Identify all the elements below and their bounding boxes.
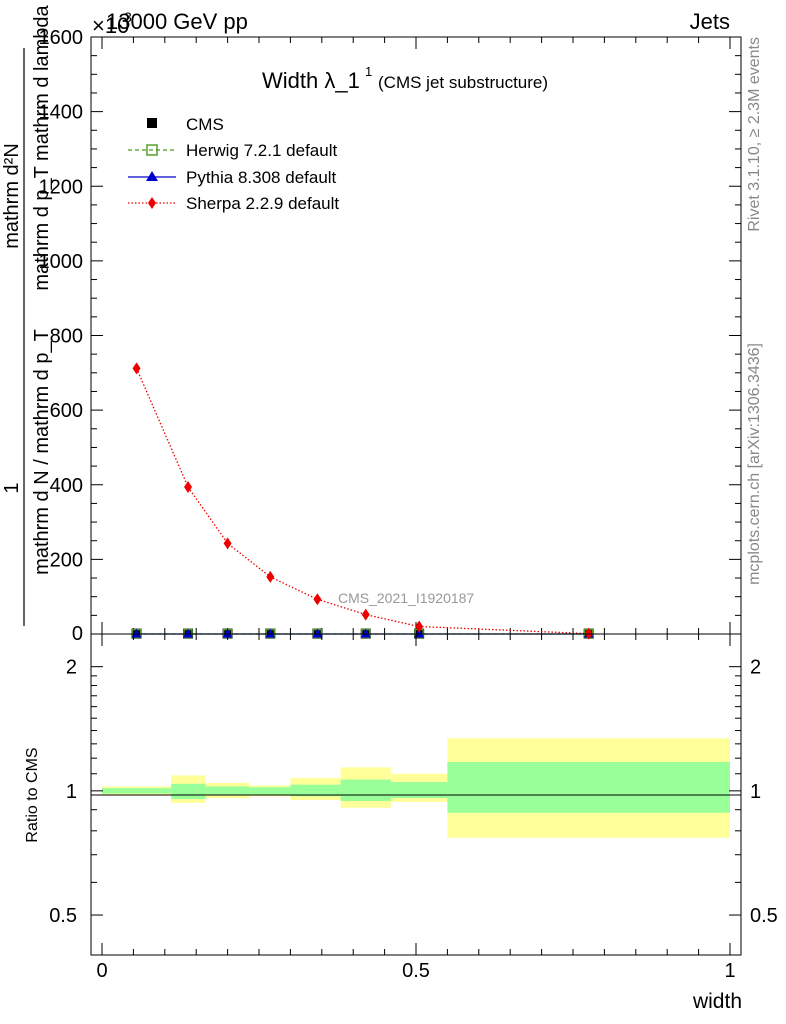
main-ylabel: mathrm d²N mathrm d p_T mathrm d lambda …: [1, 4, 53, 626]
ratio-y-tick-label: 1: [66, 781, 77, 803]
main-y-tick-label: 200: [50, 549, 83, 571]
plot-title-sup: 1: [365, 64, 372, 79]
multiplier-exponent: 3: [124, 9, 132, 25]
plot-title-sub: (CMS jet substructure): [378, 73, 548, 92]
ylabel-numerator-dpt: mathrm d p_T mathrm d lambda: [31, 4, 53, 290]
ylabel-numerator-d2n: mathrm d²N: [1, 143, 23, 249]
main-y-tick-label: 400: [50, 475, 83, 497]
ratio-y-tick-label-right: 0.5: [750, 905, 778, 927]
pythia-point: [265, 628, 276, 638]
ratio-y-tick-label-right: 2: [750, 657, 761, 679]
x-tick-label: 1: [724, 960, 735, 982]
main-y-tick-label: 1000: [39, 251, 84, 273]
ylabel-denominator: mathrm d N / mathrm d p_T: [31, 329, 53, 575]
legend-sherpa-label: Sherpa 2.2.9 default: [186, 194, 339, 213]
pythia-point: [312, 628, 323, 638]
main-y-tick-label: 600: [50, 400, 83, 422]
main-y-tick-label: 1400: [39, 102, 84, 124]
main-y-tick-label: 1200: [39, 176, 84, 198]
sherpa-point: [132, 362, 141, 375]
mcplots-label: mcplots.cern.ch [arXiv:1306.3436]: [746, 343, 763, 585]
pythia-point: [222, 628, 233, 638]
legend-herwig-marker: [146, 144, 158, 156]
multiplier-label: ×10: [92, 13, 129, 38]
ratio-inner-band: [102, 788, 172, 794]
legend-pythia-label: Pythia 8.308 default: [186, 168, 337, 187]
sherpa-point: [266, 570, 275, 583]
main-y-tick-label: 0: [72, 623, 83, 645]
pythia-point: [183, 628, 194, 638]
ratio-inner-band: [447, 761, 730, 813]
analysis-watermark: CMS_2021_I1920187: [338, 590, 474, 606]
x-axis-label: width: [692, 990, 742, 1013]
legend-herwig-label: Herwig 7.2.1 default: [186, 141, 337, 160]
plot-title: Width λ_1: [262, 68, 360, 93]
main-y-tick-label: 1600: [39, 27, 84, 49]
legend-cms-marker: [147, 118, 157, 128]
legend-pythia-marker: [146, 171, 158, 181]
ratio-y-tick-label: 2: [66, 657, 77, 679]
legend: CMS Herwig 7.2.1 default Pythia 8.308 de…: [128, 115, 339, 213]
energy-label: 13000 GeV pp: [106, 9, 248, 34]
ylabel-one: 1: [1, 482, 23, 493]
sherpa-point: [223, 537, 232, 550]
sherpa-point: [361, 608, 370, 621]
ratio-y-tick-label-right: 1: [750, 781, 761, 803]
sherpa-point: [415, 620, 424, 633]
pythia-point: [414, 628, 425, 638]
pythia-point: [131, 628, 142, 638]
main-axes: 0 200 400 600 800 1000 1200 1400 1600: [39, 27, 741, 645]
ratio-ylabel: Ratio to CMS: [24, 747, 41, 842]
x-tick-label: 0.5: [402, 960, 430, 982]
legend-cms-label: CMS: [186, 115, 224, 134]
ratio-axes: 0.5 0.5 1 1 2 2 0 0.5 1: [49, 634, 778, 982]
main-y-tick-label: 800: [50, 326, 83, 348]
ratio-bands: [102, 738, 730, 838]
ratio-inner-band: [290, 784, 341, 797]
ratio-inner-band: [340, 779, 391, 801]
sherpa-point: [313, 593, 322, 606]
ratio-inner-band: [205, 786, 250, 796]
ratio-inner-band: [390, 782, 448, 799]
ratio-inner-band: [171, 783, 206, 800]
sherpa-point: [184, 480, 193, 493]
legend-sherpa-marker: [148, 197, 156, 209]
rivet-label: Rivet 3.1.10, ≥ 2.3M events: [746, 37, 763, 232]
pythia-point: [360, 628, 371, 638]
ratio-inner-band: [249, 787, 291, 795]
ratio-y-tick-label: 0.5: [49, 905, 77, 927]
x-tick-label: 0: [96, 960, 107, 982]
process-label: Jets: [690, 9, 730, 34]
sherpa-line: [135, 368, 589, 635]
